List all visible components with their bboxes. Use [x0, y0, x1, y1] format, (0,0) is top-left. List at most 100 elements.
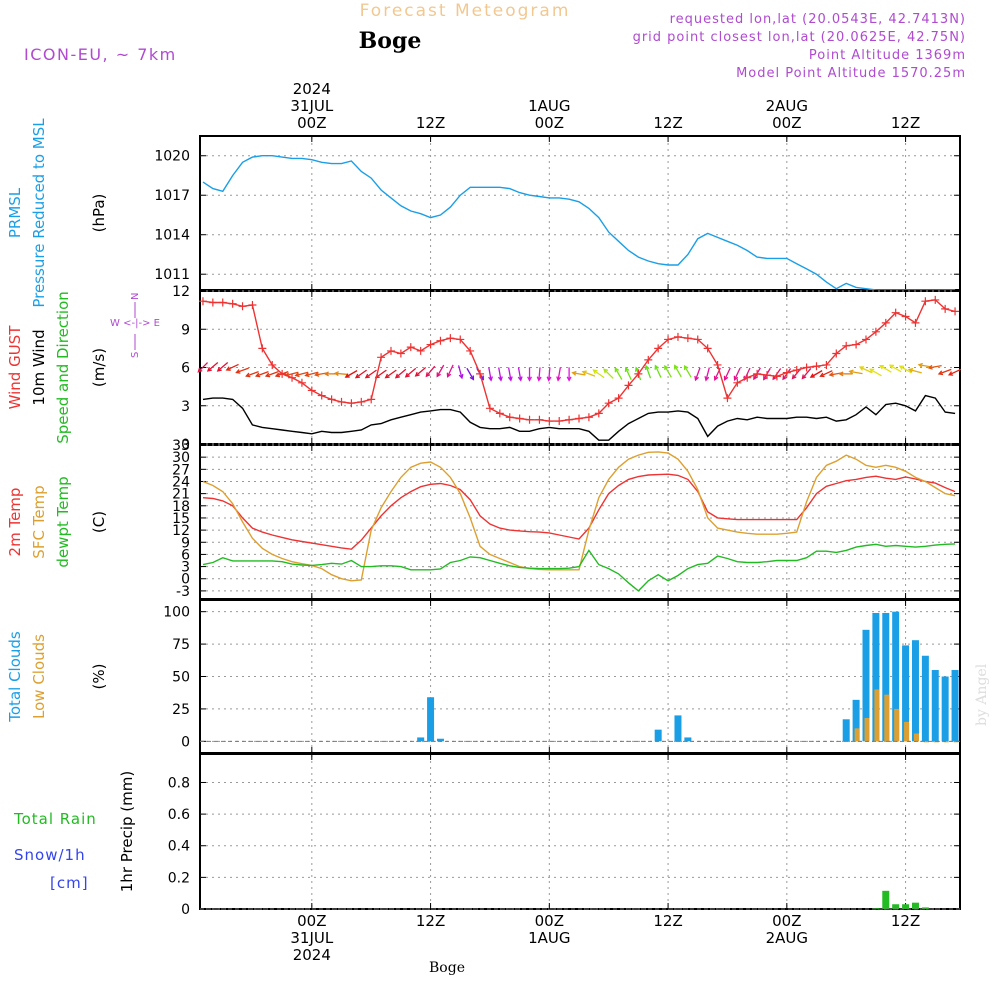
gust-marker: [575, 414, 584, 423]
bottom-time-label: 12Z: [653, 912, 682, 930]
total-cloud-bar: [862, 629, 870, 742]
wind-arrow: [265, 371, 279, 377]
low-cloud-bar: [923, 741, 929, 743]
wind-arrow: [869, 368, 882, 377]
wind-arrow-head: [254, 372, 261, 378]
low-cloud-bar: [943, 741, 949, 743]
wind-arrow-head: [782, 375, 787, 381]
wind-arrow-head: [527, 376, 533, 382]
y-tick-label: 1020: [154, 149, 190, 165]
point-altitude: Point Altitude 1369m: [809, 48, 966, 63]
wind-arrow-head: [888, 364, 895, 370]
footer-location: Boge: [429, 960, 465, 976]
wind-arrow-head: [947, 371, 954, 376]
y-tick-label: 24: [172, 474, 190, 490]
wind-arrow-head: [546, 376, 552, 382]
wind-arrow-head: [364, 373, 370, 379]
y-tick-label: 0.8: [168, 775, 190, 791]
wind-arrow: [488, 367, 492, 381]
unit-label: (m/s): [90, 348, 108, 387]
gust-marker: [386, 346, 395, 355]
gust-marker: [594, 409, 603, 418]
gust-marker: [782, 368, 791, 377]
top-time-label: 12Z: [891, 114, 920, 132]
wind-arrow-head: [838, 371, 844, 377]
top-time-label: 12Z: [416, 114, 445, 132]
wind-arrow-head: [225, 366, 231, 371]
wind-arrow: [197, 362, 209, 373]
total-cloud-bar: [921, 655, 929, 742]
y-tick-label: 6: [181, 361, 190, 377]
wind-arrow-head: [446, 372, 452, 378]
wind-arrow-head: [556, 376, 562, 382]
y-tick-label: 1014: [154, 228, 190, 244]
gust-marker: [545, 417, 554, 426]
wind-arrow: [236, 367, 249, 374]
wind-arrow: [572, 372, 586, 376]
panel-wind: 0 3 6 9 12 Wind GUST 10m Wind Speed and Directi…: [6, 284, 962, 453]
total-cloud-bar: [931, 670, 939, 742]
wind-arrow-head: [917, 362, 923, 368]
gust-marker: [604, 399, 613, 408]
y-tick-label: 9: [181, 535, 190, 551]
wind-arrow-head: [664, 364, 669, 371]
gust-marker: [951, 307, 960, 316]
wind-arrow: [246, 371, 259, 377]
wind-arrow-head: [592, 369, 598, 375]
low-cloud-bar: [864, 717, 870, 742]
total-cloud-bar: [654, 729, 662, 742]
wind-arrow-head: [313, 371, 320, 377]
gust-marker: [713, 360, 722, 369]
wind-arrow: [334, 372, 349, 376]
gust-marker: [347, 399, 356, 408]
series-line: [202, 473, 956, 550]
y-tick-label: -3: [176, 584, 190, 600]
gust-marker: [703, 344, 712, 353]
wind-arrow-head: [927, 364, 933, 370]
panel-precip: 0 0.2 0.4 0.6 0.8 1hr Precip (mm) Total Rain Sn…: [13, 753, 961, 918]
gust-marker: [624, 381, 633, 390]
gust-marker: [466, 346, 475, 355]
gust-marker: [426, 340, 435, 349]
rain-bar: [911, 902, 919, 909]
wind-arrow: [625, 367, 632, 381]
wind-arrow-head: [206, 366, 212, 372]
wind-arrow: [889, 364, 902, 373]
wind-arrow: [909, 368, 922, 374]
wind-arrow: [395, 368, 407, 379]
wind-arrow: [694, 367, 701, 381]
bottom-time-label: 12Z: [891, 912, 920, 930]
gust-marker: [396, 349, 405, 358]
total-cloud-bar: [872, 612, 880, 742]
wind-arrow: [603, 368, 614, 379]
low-cloud-bar: [894, 708, 900, 742]
y-tick-label: 100: [163, 605, 190, 621]
rain-bar: [882, 890, 890, 909]
axis-title: Total Clouds: [6, 631, 24, 723]
axis-title: 1hr Precip (mm): [118, 771, 136, 892]
wind-arrow: [582, 371, 596, 377]
y-tick-label: 0.6: [168, 807, 190, 823]
wind-arrow-head: [753, 375, 758, 381]
gust-marker: [555, 417, 564, 426]
unit-label: (C): [90, 511, 108, 533]
gust-marker: [644, 355, 653, 364]
y-tick-label: 75: [172, 637, 190, 653]
gust-marker: [812, 362, 821, 371]
series-line: [202, 451, 956, 582]
wind-arrow-head: [571, 370, 577, 376]
wind-arrow: [938, 368, 952, 375]
wind-arrow-head: [683, 364, 689, 371]
wind-arrow: [436, 364, 445, 377]
legend-entry: [cm]: [50, 874, 89, 892]
y-tick-label: 1017: [154, 188, 190, 204]
wind-arrow-head: [216, 366, 222, 372]
wind-arrow: [548, 367, 551, 381]
axis-title: PRMSL: [6, 187, 24, 238]
wind-arrow: [538, 367, 541, 381]
wind-arrow-head: [384, 373, 390, 379]
wind-arrow-head: [323, 371, 329, 377]
axis-title: Wind GUST: [6, 325, 24, 410]
y-tick-label: 0: [181, 734, 190, 750]
